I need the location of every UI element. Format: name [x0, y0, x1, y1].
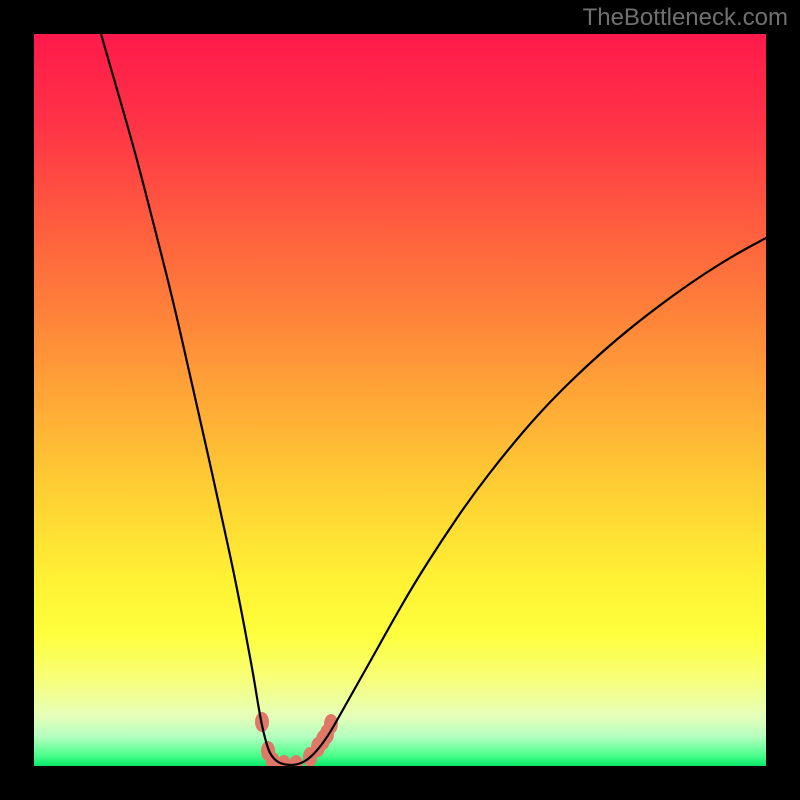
watermark-text: TheBottleneck.com [583, 4, 788, 32]
bottleneck-curve [101, 34, 800, 765]
chart-container: TheBottleneck.com [0, 0, 800, 800]
bottleneck-curve-layer [0, 0, 800, 800]
